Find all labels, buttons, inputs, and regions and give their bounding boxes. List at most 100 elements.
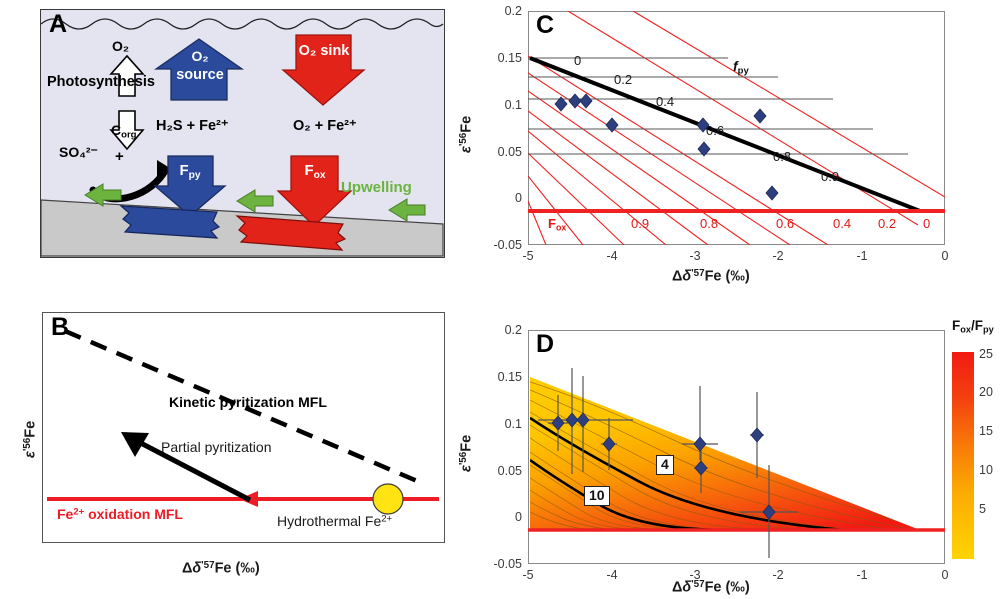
label-o2-fe: O₂ + Fe²⁺ — [293, 118, 357, 134]
label-o2-sink: O₂ sink — [298, 43, 350, 59]
panel-b-conceptual-plot: B Kinetic pyritization MFL Partial pyrit… — [42, 312, 445, 543]
panel-b-graphics — [47, 328, 439, 515]
fox-label-06: 0.6 — [776, 216, 795, 231]
panel-b-x-axis-label: Δδ'57Fe (‰) — [182, 560, 260, 577]
panel-c-ytick--0.05: -0.05 — [493, 238, 523, 252]
fox-label-09: 0.9 — [631, 216, 650, 231]
panel-d-ytick-0.2: 0.2 — [504, 323, 522, 337]
label-fox: Fox — [304, 162, 326, 181]
partial-pyritization-line — [133, 437, 252, 503]
panel-c-ytick-0: 0 — [515, 191, 522, 205]
corg-down-arrow-icon — [109, 110, 145, 151]
panel-a-schematic: A O₂ Photosynthesis Corg SO₄²⁻ + H₂S + F… — [40, 9, 445, 258]
fox-legend-label: Fox — [548, 216, 567, 233]
label-o2-source-line2: source — [176, 67, 224, 83]
colorbar-tick-10: 10 — [979, 463, 993, 477]
fox-label-08: 0.8 — [700, 216, 719, 231]
panel-d-ytick--0.05: -0.05 — [493, 557, 523, 571]
panel-c-ytick-0.1: 0.1 — [504, 98, 522, 112]
panel-d-plot: D 4 10 — [528, 330, 945, 564]
fpy-envelope-line — [529, 56, 921, 213]
panel-c-data-points — [554, 93, 779, 201]
fpy-label-06: 0.6 — [706, 123, 725, 138]
o2-source-arrow-icon — [153, 38, 245, 101]
label-fpy: Fpy — [179, 162, 201, 181]
label-fe-oxidation-mfl: Fe2+ oxidation MFL — [57, 506, 183, 522]
label-o2-top: O₂ — [112, 38, 130, 54]
panel-d-ytick-0: 0 — [515, 510, 522, 524]
panel-c-xtick--4: -4 — [606, 249, 618, 263]
partial-pyritization-arrowhead-icon — [121, 432, 149, 457]
label-kinetic-pyritization: Kinetic pyritization MFL — [169, 394, 327, 410]
panel-d-xtick-0: 0 — [941, 568, 949, 582]
fpy-legend-label: fpy — [733, 58, 749, 77]
panel-d-graphics — [528, 368, 945, 558]
hydrothermal-fe-marker — [372, 483, 404, 515]
label-sulfate: SO₄²⁻ — [59, 144, 98, 160]
panel-c-xtick--3: -3 — [689, 249, 701, 263]
label-corg: Corg — [111, 122, 137, 141]
panel-c-axes-box — [528, 11, 945, 245]
upwelling-arrow-left-icon — [84, 183, 122, 207]
label-photosynthesis: Photosynthesis — [47, 74, 155, 90]
contour-line-4 — [530, 416, 845, 530]
contour-label-10: 10 — [584, 486, 610, 506]
panel-b-label: B — [51, 313, 70, 341]
panel-d-xtick--5: -5 — [522, 568, 534, 582]
label-o2-source-line1: O₂ — [191, 48, 209, 64]
panel-d-ytick-0.15: 0.15 — [497, 370, 522, 384]
panel-b-y-axis-label: ε'56Fe — [22, 420, 39, 458]
fox-flux-arrow-icon — [276, 155, 353, 227]
panel-c-ytick-0.05: 0.05 — [497, 145, 522, 159]
panel-a-graphics — [41, 18, 444, 257]
panel-d-y-axis-label: ε'56Fe — [458, 434, 475, 472]
panel-d-ytick-0.1: 0.1 — [504, 417, 522, 431]
fpy-flux-arrow-icon — [153, 155, 227, 217]
panel-d-x-axis-label: Δδ'57Fe (‰) — [672, 579, 750, 596]
panel-d-xtick--2: -2 — [772, 568, 784, 582]
upwelling-arrow-right-icon — [388, 198, 426, 222]
fpy-label-08: 0.8 — [773, 149, 792, 164]
panel-d-ytick-0.05: 0.05 — [497, 464, 522, 478]
colorbar-tick-5: 5 — [979, 502, 986, 516]
panel-c-plot: C 0 0.2 0.4 0.6 0.8 0.9 fpy Fox 0.9 0.8 … — [528, 11, 945, 245]
panel-d-xtick--4: -4 — [606, 568, 618, 582]
panel-c-ytick-0.2: 0.2 — [504, 4, 522, 18]
label-upwelling: Upwelling — [341, 179, 412, 196]
colorbar-tick-20: 20 — [979, 385, 993, 399]
label-hydrothermal-fe: Hydrothermal Fe2+ — [277, 513, 393, 529]
colorbar-title: Fox/Fpy — [952, 318, 994, 335]
panel-c-ytick-0.15: 0.15 — [497, 51, 522, 65]
panel-d-xtick--1: -1 — [856, 568, 868, 582]
pyrite-sediment-band — [119, 205, 221, 239]
sulfate-reduction-arrowhead-icon — [157, 160, 173, 182]
colorbar-tick-15: 15 — [979, 424, 993, 438]
fox-label-02: 0.2 — [878, 216, 897, 231]
fpy-label-09: 0.9 — [821, 169, 840, 184]
fpy-label-04: 0.4 — [656, 94, 675, 109]
panel-c-x-axis-label: Δδ'57Fe (‰) — [672, 268, 750, 285]
label-partial-pyritization: Partial pyritization — [161, 439, 272, 455]
label-plus: + — [115, 148, 124, 165]
o2-sink-arrow-icon — [281, 34, 366, 106]
panel-c-xtick--1: -1 — [856, 249, 868, 263]
panel-c-xtick--5: -5 — [522, 249, 534, 263]
panel-c-y-axis-label: ε'56Fe — [458, 115, 475, 153]
water-surface-wave — [41, 18, 444, 30]
fox-label-0: 0 — [923, 216, 931, 231]
panel-d-xtick--3: -3 — [689, 568, 701, 582]
fpy-label-02: 0.2 — [614, 72, 633, 87]
o2-up-arrow-icon — [109, 54, 145, 97]
label-h2s-fe: H₂S + Fe²⁺ — [156, 118, 229, 134]
panel-a-label: A — [49, 10, 68, 38]
fox-label-04: 0.4 — [833, 216, 852, 231]
panel-c-graphics — [528, 11, 945, 245]
contour-label-4: 4 — [656, 455, 674, 475]
kinetic-pyritization-line — [64, 328, 418, 484]
colorbar-gradient — [952, 352, 974, 559]
colorbar-tick-25: 25 — [979, 347, 993, 361]
upwelling-arrow-mid-icon — [236, 189, 274, 213]
panel-c-xtick-0: 0 — [941, 249, 949, 263]
colorbar — [952, 352, 974, 559]
